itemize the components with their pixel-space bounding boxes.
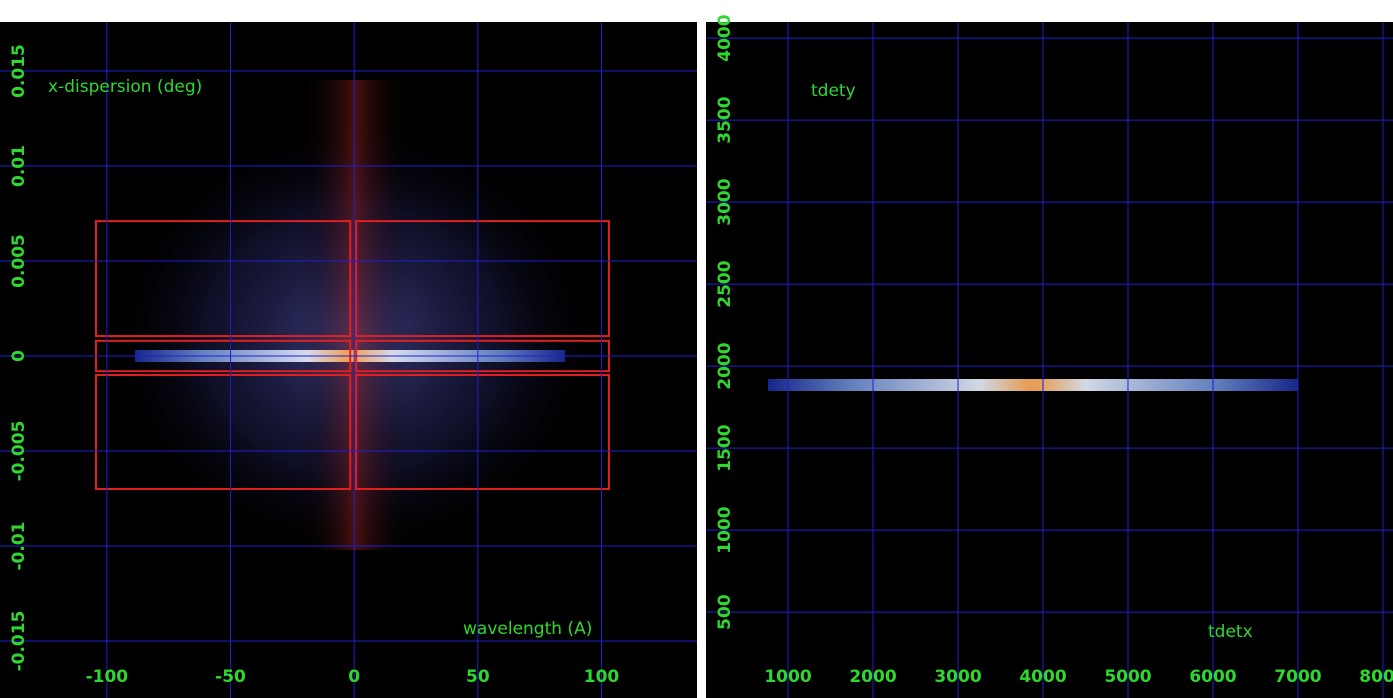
y-tick-label: 0.015 bbox=[9, 44, 29, 98]
y-tick-label: -0.01 bbox=[9, 522, 29, 571]
y-tick-label: 0 bbox=[9, 350, 29, 362]
x-tick-label: 5000 bbox=[1104, 667, 1151, 687]
x-tick-label: -50 bbox=[215, 667, 246, 687]
y-tick-label: 0.01 bbox=[9, 145, 29, 187]
x-tick-label: 2000 bbox=[849, 667, 896, 687]
y-tick-label: 2500 bbox=[715, 260, 735, 307]
y-tick-label: 1000 bbox=[715, 506, 735, 553]
panel-right bbox=[706, 22, 1393, 698]
y-axis-label: tdety bbox=[811, 81, 856, 101]
y-tick-label: 2000 bbox=[715, 342, 735, 389]
y-tick-label: -0.015 bbox=[9, 611, 29, 672]
photon-band bbox=[768, 379, 1298, 391]
x-tick-label: 0 bbox=[348, 667, 360, 687]
x-axis-label: tdetx bbox=[1208, 622, 1253, 642]
x-axis-label: wavelength (A) bbox=[463, 619, 592, 639]
x-tick-label: 1000 bbox=[764, 667, 811, 687]
x-tick-label: 6000 bbox=[1189, 667, 1236, 687]
y-tick-label: 0.005 bbox=[9, 234, 29, 288]
x-tick-label: 50 bbox=[466, 667, 490, 687]
region bbox=[94, 374, 352, 491]
y-tick-label: 4000 bbox=[715, 14, 735, 61]
y-axis-label: x-dispersion (deg) bbox=[48, 77, 202, 97]
x-tick-label: 100 bbox=[584, 667, 620, 687]
y-tick-label: 3500 bbox=[715, 96, 735, 143]
region bbox=[94, 220, 352, 338]
region bbox=[355, 220, 610, 338]
y-tick-label: 3000 bbox=[715, 178, 735, 225]
x-tick-label: 4000 bbox=[1019, 667, 1066, 687]
x-tick-label: 3000 bbox=[934, 667, 981, 687]
y-tick-label: -0.005 bbox=[9, 421, 29, 482]
image-right bbox=[768, 379, 1298, 391]
x-tick-label: -100 bbox=[86, 667, 129, 687]
region bbox=[355, 374, 610, 491]
y-tick-label: 500 bbox=[715, 594, 735, 630]
photon-cloud bbox=[300, 80, 410, 550]
y-tick-label: 1500 bbox=[715, 424, 735, 471]
x-tick-label: 7000 bbox=[1274, 667, 1321, 687]
x-tick-label: 8000 bbox=[1359, 667, 1393, 687]
